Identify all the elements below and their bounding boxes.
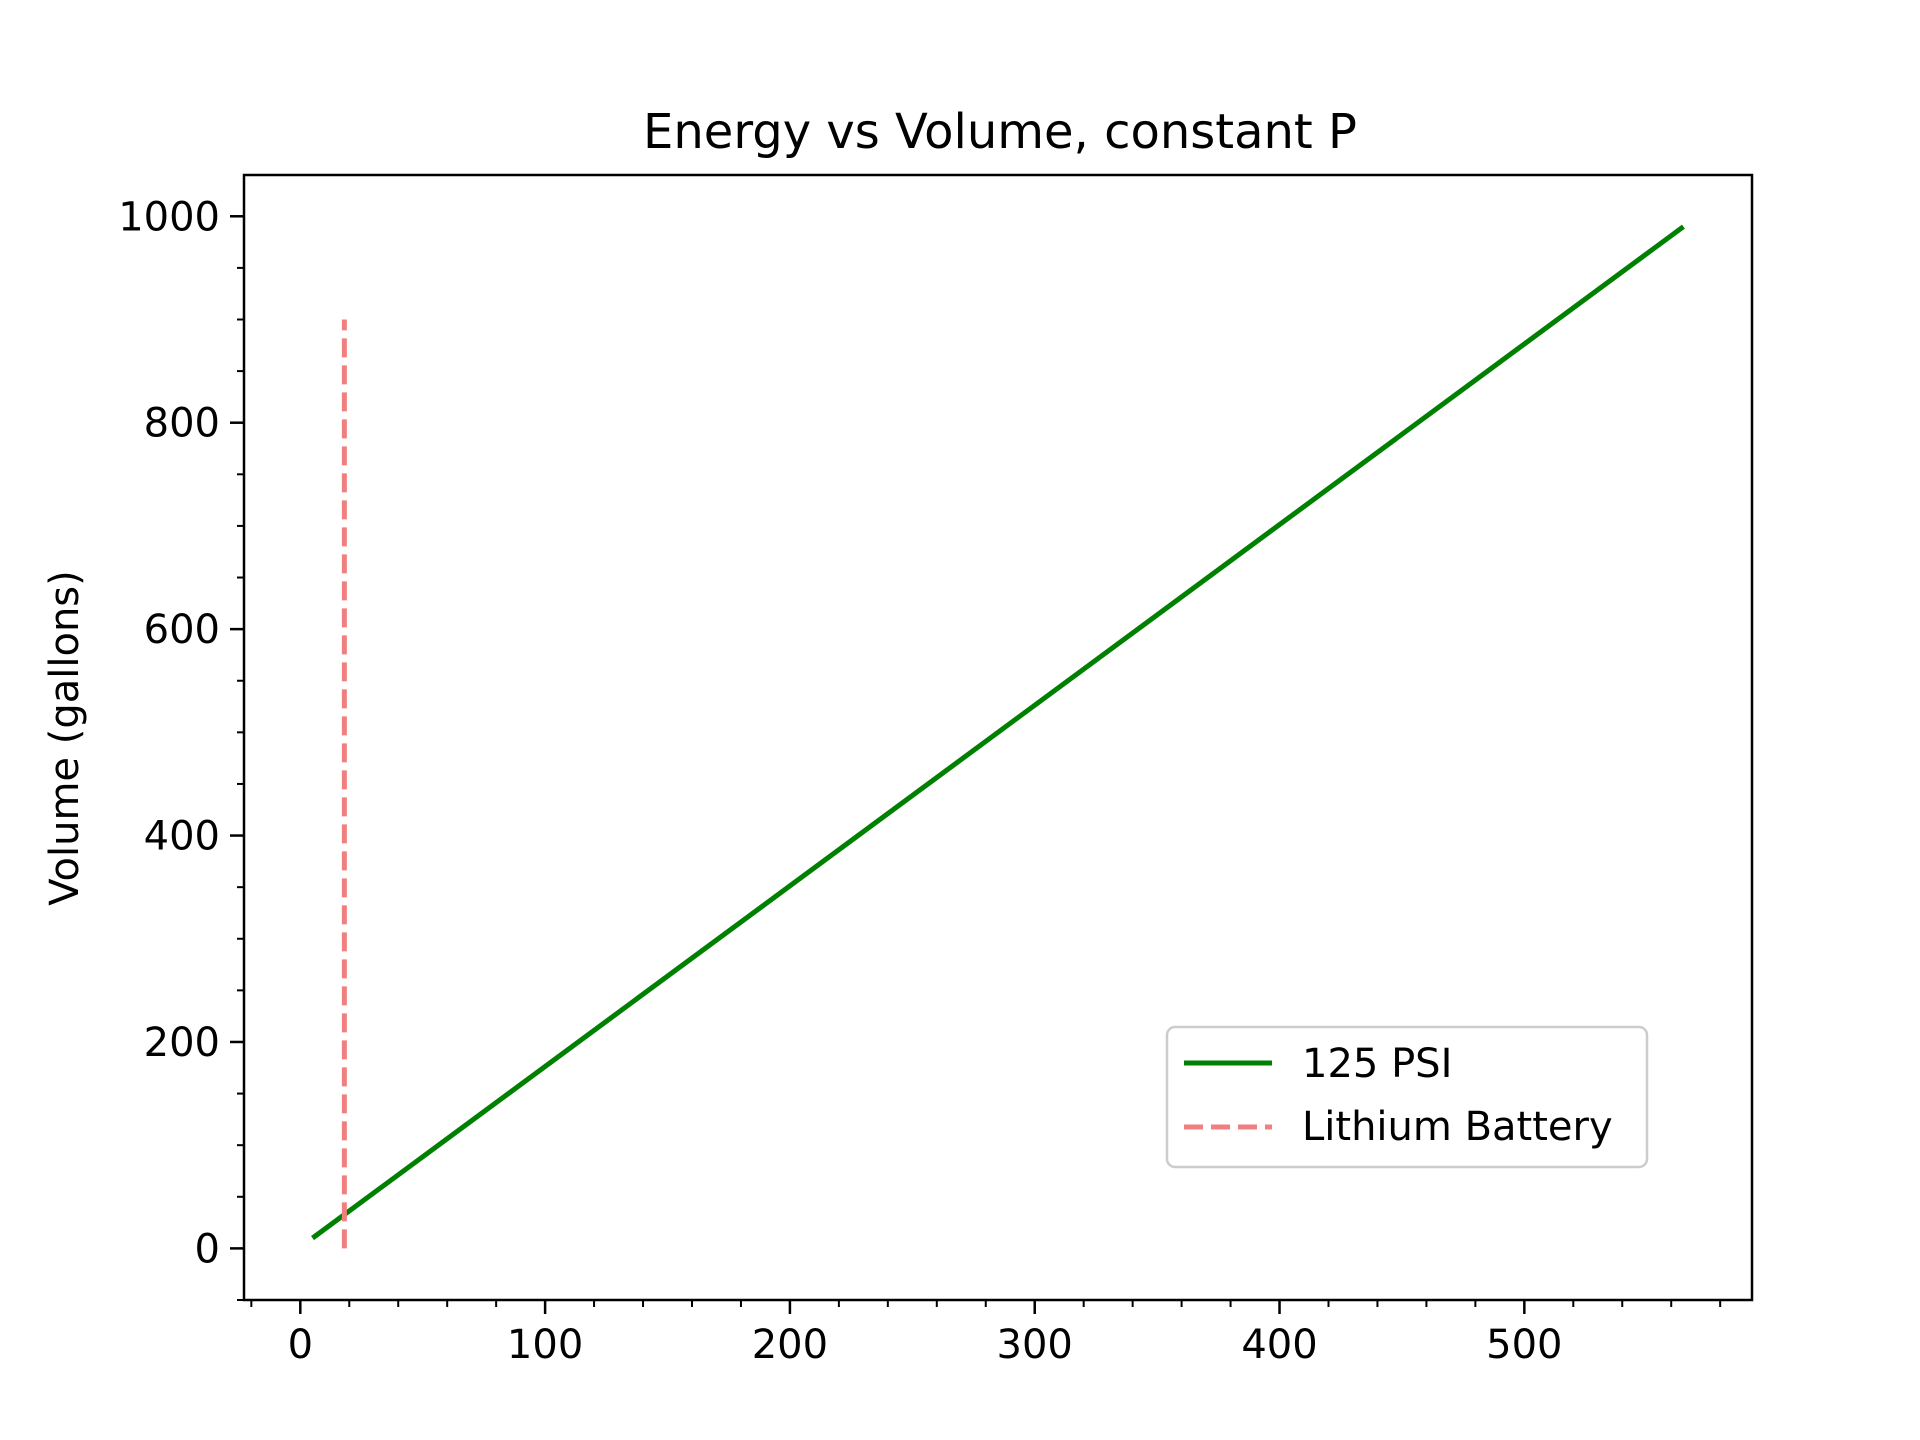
plot-series: [311, 224, 1685, 1249]
axis-ticks: 0 100 200 300 400 500 0 200 400 600 800 1000: [118, 194, 1722, 1368]
y-tick-label: 600: [144, 607, 220, 653]
legend: 125 PSI Lithium Battery: [1165, 1025, 1649, 1169]
series-line-125-psi: [311, 224, 1685, 1241]
y-tick-label: 1000: [118, 194, 220, 240]
y-axis-label: Volume (gallons): [42, 570, 88, 906]
x-tick-label: 300: [997, 1322, 1073, 1368]
legend-label-125-psi: 125 PSI: [1302, 1041, 1452, 1087]
chart-title: Energy vs Volume, constant P: [643, 104, 1357, 160]
y-tick-label: 400: [144, 814, 220, 860]
y-tick-label: 0: [195, 1226, 220, 1272]
y-tick-label: 200: [144, 1020, 220, 1066]
y-tick-label: 800: [144, 401, 220, 447]
x-tick-label: 500: [1486, 1322, 1562, 1368]
plot-frame: [242, 173, 1754, 1302]
x-tick-label: 100: [507, 1322, 583, 1368]
x-tick-label: 200: [752, 1322, 828, 1368]
legend-label-lithium-battery: Lithium Battery: [1302, 1104, 1613, 1150]
x-tick-label: 0: [288, 1322, 313, 1368]
legend-box: [1165, 1025, 1649, 1169]
x-tick-label: 400: [1241, 1322, 1317, 1368]
